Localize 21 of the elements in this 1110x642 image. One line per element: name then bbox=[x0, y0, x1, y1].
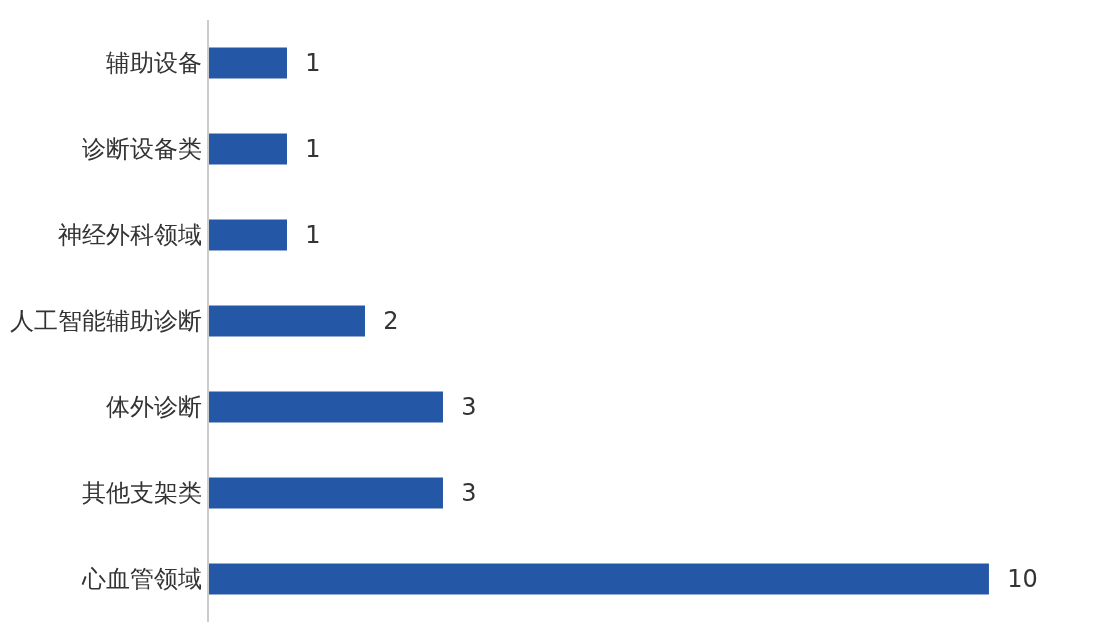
bar bbox=[209, 47, 287, 79]
bar bbox=[209, 219, 287, 251]
data-label: 3 bbox=[445, 393, 477, 421]
y-tick-label: 人工智能辅助诊断 bbox=[10, 307, 203, 336]
y-tick-label: 诊断设备类 bbox=[82, 135, 203, 164]
data-label: 1 bbox=[289, 135, 321, 163]
data-label: 1 bbox=[289, 49, 321, 77]
bar bbox=[209, 391, 443, 423]
data-label: 1 bbox=[289, 221, 321, 249]
bar bbox=[209, 133, 287, 165]
bar bbox=[209, 477, 443, 509]
bar bbox=[209, 563, 989, 595]
bar bbox=[209, 305, 365, 337]
y-tick-label: 体外诊断 bbox=[106, 393, 203, 422]
data-label: 2 bbox=[367, 307, 399, 335]
y-tick-label: 神经外科领域 bbox=[58, 221, 203, 250]
data-label: 3 bbox=[445, 479, 477, 507]
data-label: 10 bbox=[991, 565, 1038, 593]
y-tick-label: 心血管领域 bbox=[81, 565, 203, 594]
y-tick-label: 其他支架类 bbox=[82, 479, 203, 508]
y-tick-label: 辅助设备 bbox=[106, 49, 203, 78]
